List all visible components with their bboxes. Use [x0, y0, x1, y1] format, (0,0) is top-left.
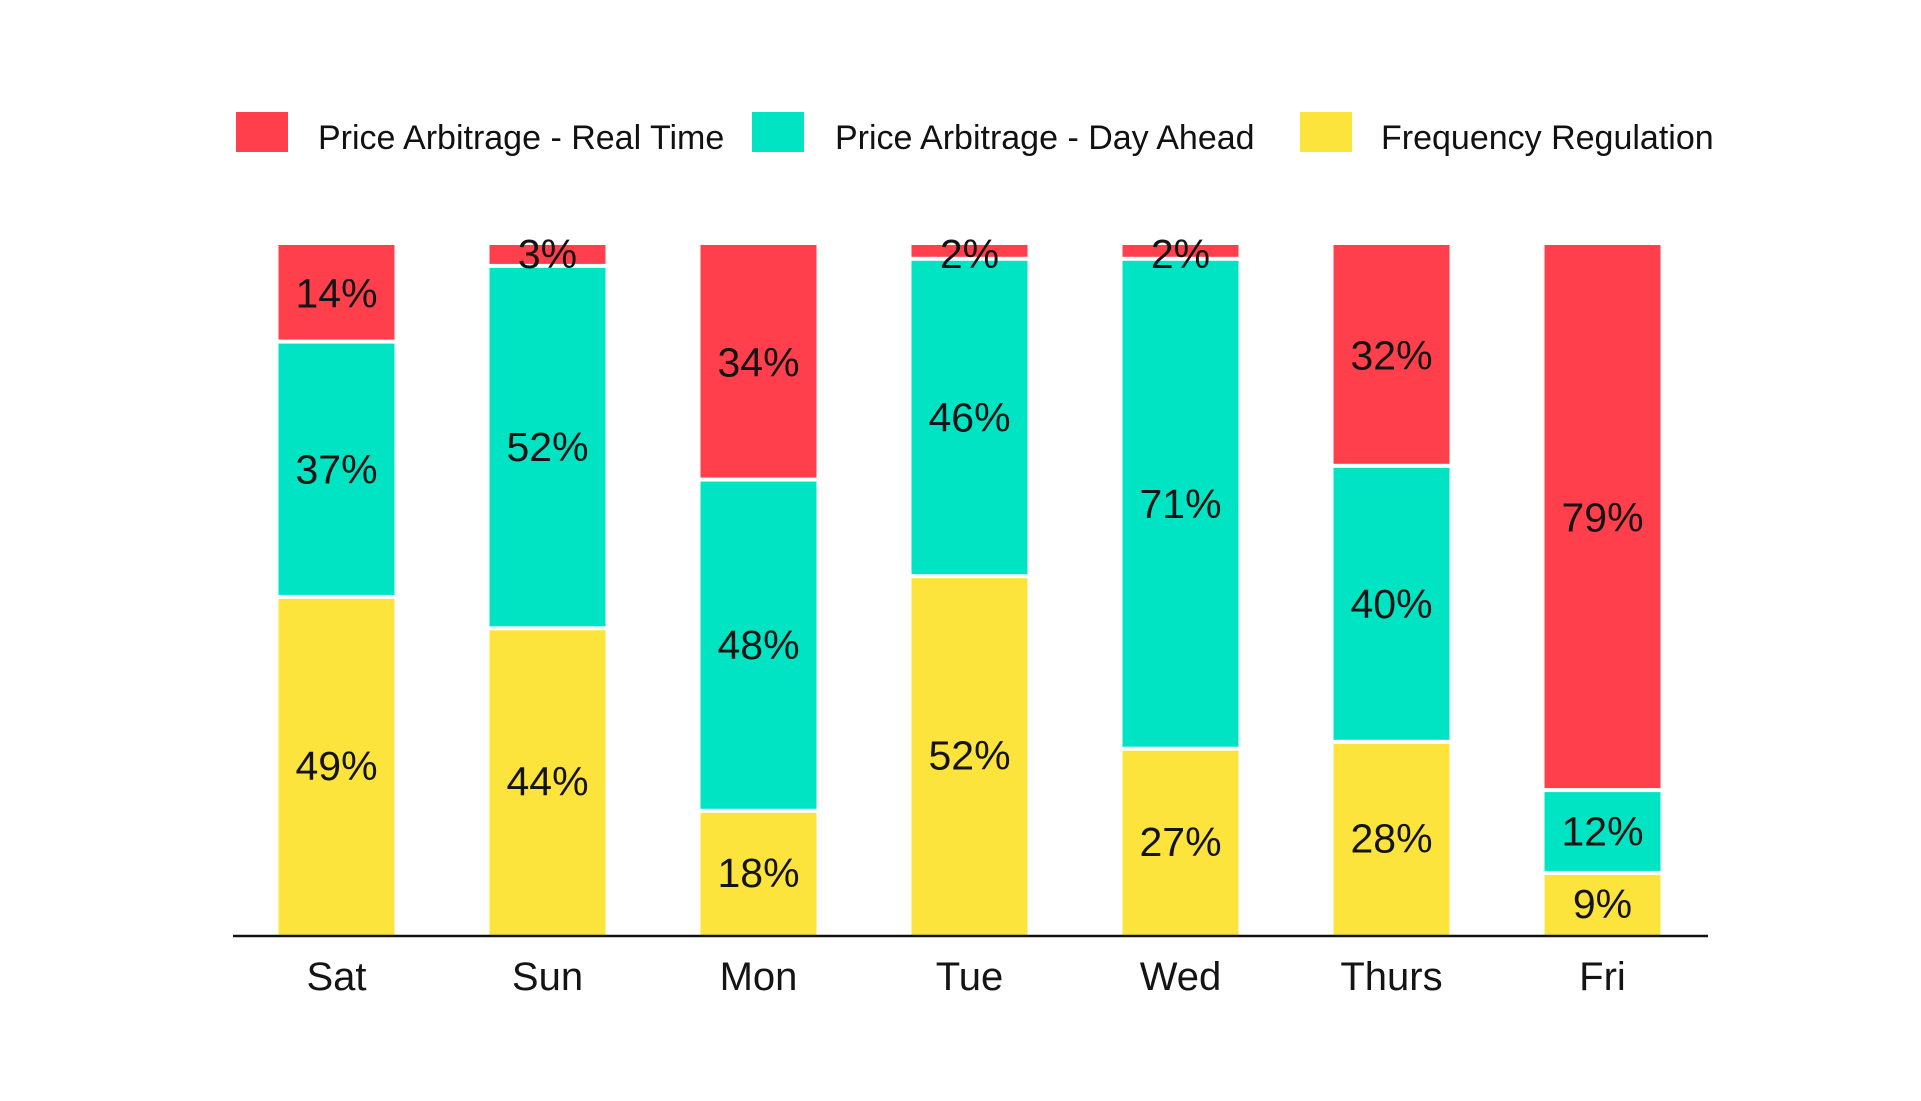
data-label: 52% — [928, 733, 1010, 779]
bar-fri-frequency-regulation — [1544, 874, 1661, 935]
data-label: 3% — [518, 231, 577, 277]
bar-tue-price-arbitrage-real-time — [911, 245, 1028, 257]
x-tick-label-mon: Mon — [720, 955, 798, 999]
legend: Price Arbitrage - Real Time Price Arbitra… — [236, 112, 1714, 157]
bar-mon-frequency-regulation — [700, 812, 817, 935]
data-label: 14% — [295, 270, 377, 316]
data-label: 37% — [295, 446, 377, 492]
data-label: 52% — [506, 424, 588, 470]
data-label: 2% — [1151, 231, 1210, 277]
bar-sat-frequency-regulation — [278, 598, 395, 935]
legend-swatch-price-arbitrage-day-ahead — [752, 112, 804, 152]
legend-label-frequency-regulation: Frequency Regulation — [1381, 119, 1714, 157]
bar-thurs-frequency-regulation — [1333, 743, 1450, 935]
data-label: 34% — [717, 339, 799, 385]
bar-sat-price-arbitrage-day-ahead — [278, 343, 395, 595]
legend-label-price-arbitrage-real-time: Price Arbitrage - Real Time — [318, 119, 724, 157]
x-tick-label-sun: Sun — [512, 955, 583, 999]
bar-thurs-price-arbitrage-day-ahead — [1333, 467, 1450, 740]
x-tick-label-wed: Wed — [1140, 955, 1222, 999]
legend-swatch-price-arbitrage-real-time — [236, 112, 288, 152]
bar-fri-price-arbitrage-real-time — [1544, 245, 1661, 789]
bar-sun-frequency-regulation — [489, 630, 606, 935]
bar-mon-price-arbitrage-real-time — [700, 245, 817, 478]
legend-swatch-frequency-regulation — [1300, 112, 1352, 152]
data-label: 44% — [506, 759, 588, 805]
bar-tue-price-arbitrage-day-ahead — [911, 260, 1028, 575]
x-tick-label-sat: Sat — [306, 955, 366, 999]
data-label: 9% — [1573, 881, 1632, 927]
data-label: 40% — [1350, 581, 1432, 627]
bar-sat-price-arbitrage-real-time — [278, 245, 395, 340]
bar-wed-frequency-regulation — [1122, 750, 1239, 935]
bar-sun-price-arbitrage-real-time — [489, 245, 606, 264]
bar-sun-price-arbitrage-day-ahead — [489, 267, 606, 627]
x-tick-label-thurs: Thurs — [1340, 955, 1442, 999]
bar-thurs-price-arbitrage-real-time — [1333, 245, 1450, 464]
data-label: 71% — [1139, 481, 1221, 527]
data-labels: 49% 37% 14% 44% 52% 3% 18% 48% 34% 52% 46% 2% 27% 71%… — [295, 231, 1643, 927]
data-label: 18% — [717, 850, 799, 896]
data-label: 79% — [1561, 495, 1643, 541]
data-label: 12% — [1561, 809, 1643, 855]
data-label: 28% — [1350, 815, 1432, 861]
data-label: 27% — [1139, 819, 1221, 865]
data-label: 2% — [940, 231, 999, 277]
x-tick-labels: Sat Sun Mon Tue Wed Thurs Fri — [306, 955, 1625, 999]
bar-mon-price-arbitrage-day-ahead — [700, 481, 817, 809]
bar-wed-price-arbitrage-day-ahead — [1122, 260, 1239, 747]
data-label: 48% — [717, 622, 799, 668]
data-label: 32% — [1350, 332, 1432, 378]
bar-tue-frequency-regulation — [911, 578, 1028, 935]
bars — [278, 245, 1661, 935]
bar-wed-price-arbitrage-real-time — [1122, 245, 1239, 257]
x-tick-label-fri: Fri — [1579, 955, 1626, 999]
bar-fri-price-arbitrage-day-ahead — [1544, 792, 1661, 871]
x-tick-label-tue: Tue — [936, 955, 1003, 999]
legend-label-price-arbitrage-day-ahead: Price Arbitrage - Day Ahead — [835, 119, 1255, 157]
data-label: 46% — [928, 395, 1010, 441]
data-label: 49% — [295, 743, 377, 789]
